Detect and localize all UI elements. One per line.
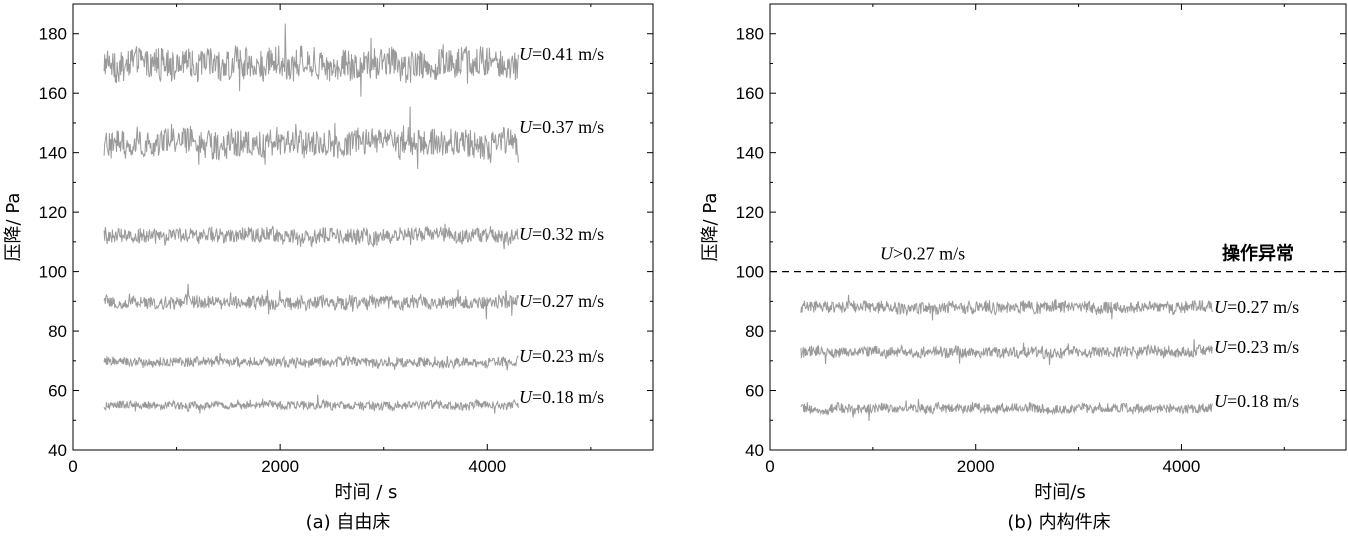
y-tick-label: 80 [745, 322, 764, 341]
x-tick-label: 4000 [468, 457, 506, 476]
y-tick-label: 40 [48, 441, 67, 460]
y-tick-label: 180 [736, 25, 764, 44]
series-label-2: U=0.32 m/s [519, 224, 604, 244]
x-axis-title: 时间 / s [335, 482, 398, 503]
velocity-value: =0.27 m/s [532, 291, 604, 311]
series-label-1: U=0.37 m/s [519, 117, 604, 137]
y-tick-label: 40 [745, 441, 764, 460]
y-tick-label: 140 [736, 144, 764, 163]
y-tick-label: 140 [39, 144, 67, 163]
velocity-value: =0.18 m/s [532, 387, 604, 407]
series-line-1 [103, 106, 519, 169]
chart-panel-a: 40 60 80 100 120 140 160 180 0 2000 4000 时间 / s 压降/ … [3, 3, 654, 533]
velocity-symbol: U [880, 244, 894, 264]
y-axis-title: 压降/ Pa [700, 193, 721, 262]
velocity-symbol: U [1214, 337, 1228, 357]
series-label-4: U=0.23 m/s [519, 346, 604, 366]
threshold-value: >0.27 m/s [893, 244, 965, 264]
velocity-value: =0.23 m/s [532, 346, 604, 366]
series-line-0 [103, 23, 519, 97]
y-tick-label: 180 [39, 25, 67, 44]
velocity-value: =0.41 m/s [532, 44, 604, 64]
y-tick-label: 60 [745, 382, 764, 401]
y-tick-label: 120 [736, 203, 764, 222]
y-tick-label: 80 [48, 322, 67, 341]
velocity-value: =0.32 m/s [532, 224, 604, 244]
y-tick-label: 100 [39, 263, 67, 282]
x-tick-label: 0 [765, 457, 774, 476]
velocity-symbol: U [1214, 297, 1228, 317]
chart-panel-b: 40 60 80 100 120 140 160 180 0 2000 4000 时间/s 压降/ Pa… [700, 3, 1347, 533]
x-tick-label: 2000 [261, 457, 299, 476]
threshold-left-label: U>0.27 m/s [880, 244, 965, 264]
x-tick-label: 4000 [1163, 457, 1201, 476]
series-line-2 [103, 223, 519, 250]
panel-caption: (a) 自由床 [306, 512, 391, 533]
panel-caption: (b) 内构件床 [1007, 512, 1110, 533]
y-tick-label: 120 [39, 203, 67, 222]
plot-frame [769, 3, 1347, 451]
y-tick-label: 160 [736, 84, 764, 103]
series-line-1 [800, 339, 1213, 366]
threshold-right-label: 操作异常 [1222, 243, 1294, 265]
velocity-value: =0.23 m/s [1227, 337, 1299, 357]
y-tick-label: 100 [736, 263, 764, 282]
velocity-symbol: U [519, 44, 533, 64]
velocity-symbol: U [519, 117, 533, 137]
y-axis-title: 压降/ Pa [3, 193, 24, 262]
series-label-0: U=0.27 m/s [1214, 297, 1299, 317]
velocity-value: =0.18 m/s [1227, 391, 1299, 411]
x-tick-label: 0 [68, 457, 77, 476]
series-line-5 [103, 394, 519, 414]
velocity-symbol: U [519, 346, 533, 366]
series-line-0 [800, 294, 1213, 321]
velocity-symbol: U [519, 224, 533, 244]
series-line-3 [103, 283, 519, 320]
series-label-2: U=0.18 m/s [1214, 391, 1299, 411]
velocity-value: =0.27 m/s [1227, 297, 1299, 317]
series-line-2 [800, 399, 1213, 422]
series-line-4 [103, 353, 519, 371]
x-axis-title: 时间/s [1034, 482, 1085, 503]
x-tick-label: 2000 [957, 457, 995, 476]
plot-frame [72, 3, 654, 451]
series-label-0: U=0.41 m/s [519, 44, 604, 64]
velocity-symbol: U [1214, 391, 1228, 411]
velocity-symbol: U [519, 387, 533, 407]
velocity-value: =0.37 m/s [532, 117, 604, 137]
series-label-1: U=0.23 m/s [1214, 337, 1299, 357]
velocity-symbol: U [519, 291, 533, 311]
y-tick-label: 160 [39, 84, 67, 103]
series-label-3: U=0.27 m/s [519, 291, 604, 311]
y-tick-label: 60 [48, 382, 67, 401]
series-label-5: U=0.18 m/s [519, 387, 604, 407]
